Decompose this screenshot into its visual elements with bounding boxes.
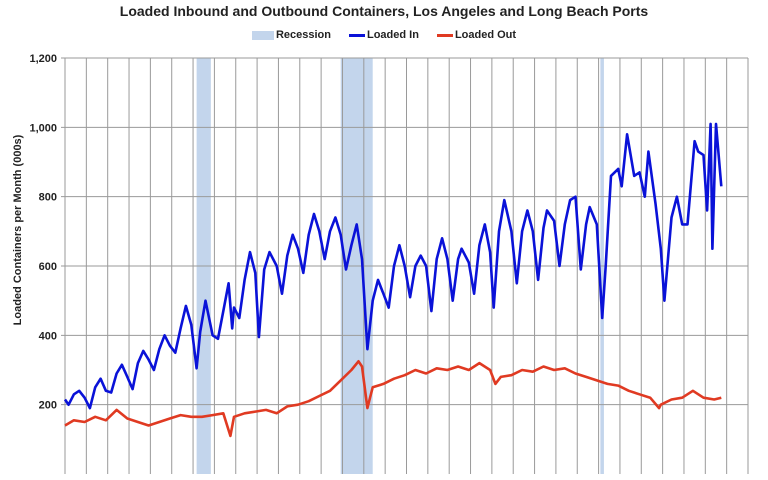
legend-label-loaded-out: Loaded Out <box>454 29 517 41</box>
y-tick-label: 1,000 <box>29 122 57 134</box>
legend-label-recession: Recession <box>275 29 331 41</box>
chart-title: Loaded Inbound and Outbound Containers, … <box>119 3 649 19</box>
y-tick-label: 1,200 <box>29 53 57 65</box>
legend-swatch-loaded-out <box>436 33 453 37</box>
legend-swatch-loaded-in <box>348 33 365 37</box>
y-tick-label: 800 <box>39 192 57 204</box>
y-tick-label: 400 <box>39 330 57 342</box>
y-tick-label: 600 <box>39 261 57 273</box>
y-tick-label: 200 <box>39 400 57 412</box>
legend-item-loaded-out: Loaded Out <box>436 29 517 41</box>
legend-swatch-recession <box>251 30 274 40</box>
series-line-loaded-in <box>63 122 723 410</box>
legend-item-loaded-in: Loaded In <box>348 29 419 41</box>
legend-item-recession: Recession <box>251 29 331 41</box>
legend: Recession Loaded In Loaded Out <box>0 29 768 41</box>
series-line-loaded-out <box>64 360 722 438</box>
legend-label-loaded-in: Loaded In <box>366 29 419 41</box>
